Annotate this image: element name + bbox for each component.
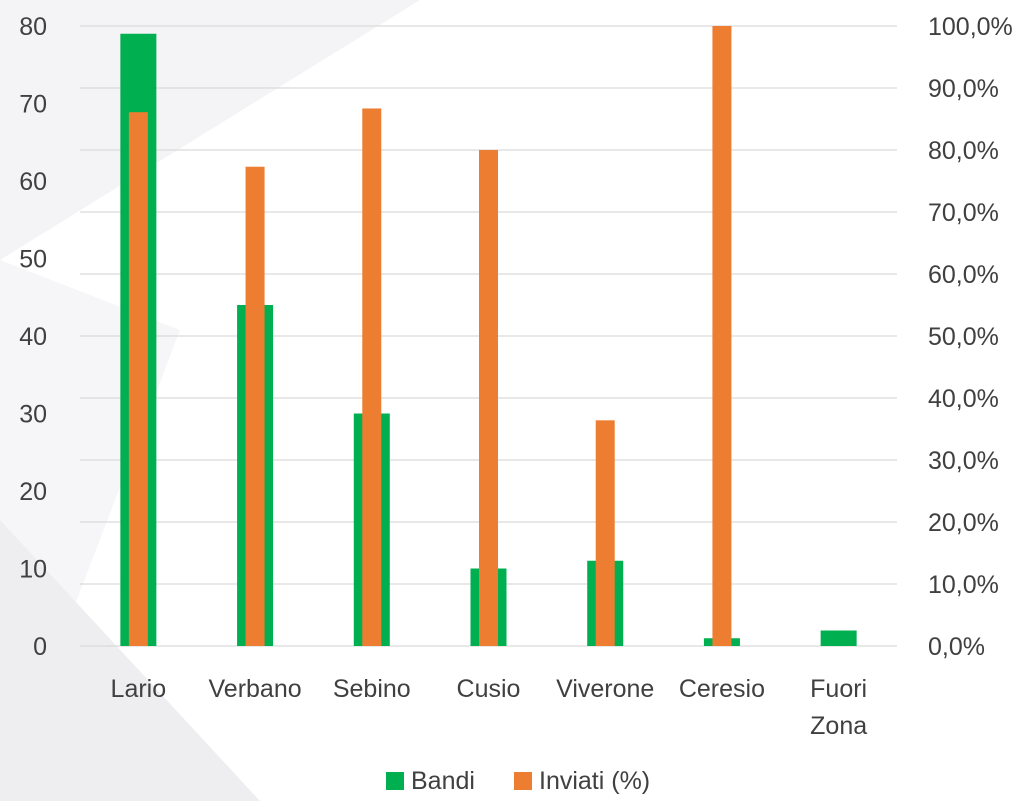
y-left-tick-label: 80 (19, 13, 47, 41)
x-tick-label: Fuori (810, 675, 867, 703)
background-facet (0, 0, 420, 260)
y-left-tick-label: 40 (19, 323, 47, 351)
bar-inviati (362, 108, 382, 646)
y-right-tick-label: 30,0% (928, 447, 999, 475)
y-left-tick-label: 60 (19, 168, 47, 196)
bar-bandi (820, 630, 857, 646)
y-right-tick-label: 40,0% (928, 385, 999, 413)
bar-inviati (712, 26, 732, 646)
y-right-tick-label: 100,0% (928, 13, 1013, 41)
bar-inviati (479, 150, 498, 646)
y-left-tick-label: 70 (19, 91, 47, 119)
legend-swatch (514, 772, 532, 790)
bar-inviati (128, 112, 148, 647)
x-tick-label: Lario (111, 675, 167, 703)
x-tick-label: Cusio (457, 675, 521, 703)
y-left-tick-label: 30 (19, 401, 47, 429)
x-tick-label: Sebino (333, 675, 411, 703)
y-right-tick-label: 70,0% (928, 199, 999, 227)
legend-label: Bandi (411, 767, 475, 795)
y-axis-right: 0,0% 10,0% 20,0% 30,0% 40,0% 50,0% 60,0% 70,0% 8… (928, 13, 1013, 661)
y-right-tick-label: 0,0% (928, 633, 985, 661)
x-tick-label: Ceresio (679, 675, 765, 703)
background-facet (0, 520, 260, 801)
y-left-tick-label: 50 (19, 246, 47, 274)
y-right-tick-label: 60,0% (928, 261, 999, 289)
y-axis-left: 0 10 20 30 40 50 60 70 80 (19, 13, 47, 661)
legend: Bandi Inviati (%) (386, 767, 650, 795)
x-tick-label: Zona (810, 712, 867, 740)
y-right-tick-label: 50,0% (928, 323, 999, 351)
bar-inviati (595, 420, 615, 646)
x-tick-label: Verbano (209, 675, 302, 703)
x-tick-label: Viverone (556, 675, 654, 703)
y-left-tick-label: 0 (33, 633, 47, 661)
y-right-tick-label: 20,0% (928, 509, 999, 537)
bar-inviati (245, 166, 265, 647)
legend-swatch (386, 772, 404, 790)
y-right-tick-label: 90,0% (928, 75, 999, 103)
x-axis: Lario Verbano Sebino Cusio Viverone Ceresio Fu… (111, 675, 868, 740)
y-right-tick-label: 10,0% (928, 571, 999, 599)
y-left-tick-label: 10 (19, 556, 47, 584)
bars (120, 26, 857, 647)
legend-label: Inviati (%) (539, 767, 650, 795)
y-right-tick-label: 80,0% (928, 137, 999, 165)
y-left-tick-label: 20 (19, 478, 47, 506)
